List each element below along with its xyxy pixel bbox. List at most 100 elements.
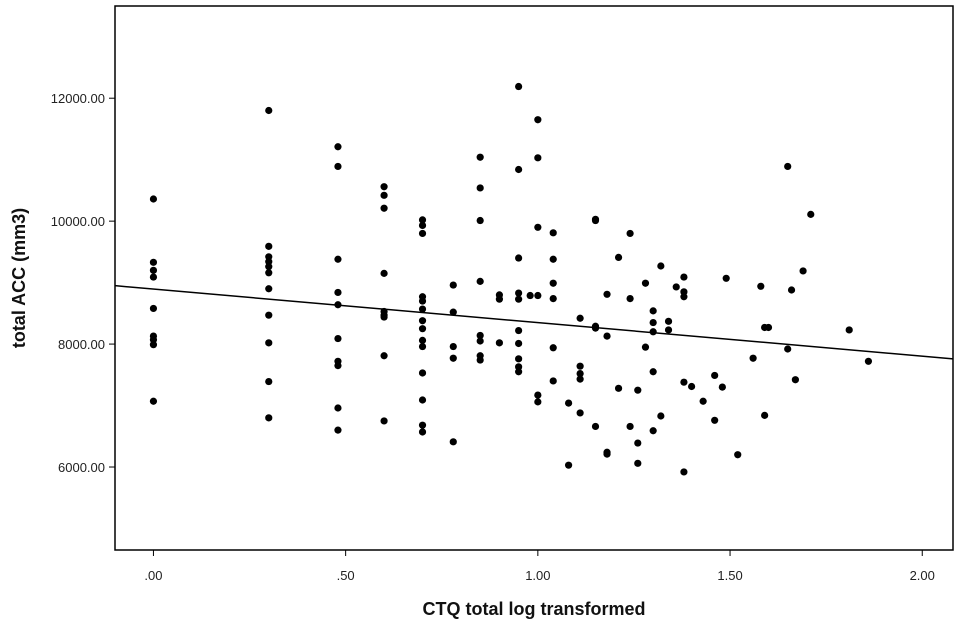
data-point <box>515 289 523 297</box>
data-point <box>380 191 388 199</box>
data-point <box>761 411 769 419</box>
data-point <box>641 343 650 351</box>
data-point <box>265 106 273 115</box>
data-point <box>649 307 657 315</box>
data-point <box>711 416 719 424</box>
data-point <box>534 154 542 162</box>
data-point <box>626 294 634 303</box>
x-axis-title: CTQ total log transformed <box>422 599 645 619</box>
data-point <box>791 376 799 384</box>
y-tick-label: 8000.00 <box>58 337 105 352</box>
data-point <box>265 285 273 293</box>
regression-line <box>114 284 954 360</box>
data-point <box>418 229 427 238</box>
data-point <box>476 277 484 285</box>
y-axis: 6000.00 8000.00 10000.00 12000.00 <box>51 91 115 475</box>
data-point <box>149 266 158 274</box>
data-point <box>380 183 388 191</box>
x-tick-label: .00 <box>144 568 162 583</box>
data-point <box>418 421 427 429</box>
data-point <box>864 357 873 365</box>
data-point <box>334 143 342 151</box>
data-point <box>734 451 742 459</box>
data-point <box>807 210 815 218</box>
data-point <box>476 337 484 345</box>
data-point <box>680 293 688 301</box>
data-point <box>334 334 342 343</box>
data-point <box>799 267 807 275</box>
data-point <box>149 258 158 266</box>
data-point <box>449 308 457 316</box>
data-point <box>149 304 158 313</box>
data-point <box>476 216 484 225</box>
data-point <box>380 269 388 277</box>
x-tick-label: 2.00 <box>910 568 935 583</box>
data-point <box>534 116 542 124</box>
data-point <box>149 341 158 349</box>
y-tick-label: 6000.00 <box>58 460 105 475</box>
data-point <box>515 339 523 348</box>
data-point <box>634 439 642 447</box>
data-point <box>534 291 542 300</box>
data-point <box>265 339 273 347</box>
data-point <box>672 283 680 291</box>
data-point <box>664 317 673 325</box>
data-point <box>149 397 158 405</box>
data-point <box>649 368 657 376</box>
data-points <box>149 82 873 476</box>
data-point <box>784 345 792 353</box>
x-axis: .00 .50 1.00 1.50 2.00 <box>144 550 935 583</box>
data-point <box>418 297 427 305</box>
data-point <box>449 342 457 351</box>
data-point <box>787 286 796 294</box>
data-point <box>526 291 534 300</box>
x-tick-label: 1.00 <box>525 568 550 583</box>
data-point <box>476 153 484 161</box>
data-point <box>549 255 557 263</box>
data-point <box>334 404 342 412</box>
data-point <box>265 414 273 422</box>
data-point <box>418 305 427 313</box>
data-point <box>515 295 523 303</box>
data-point <box>515 355 523 363</box>
data-point <box>680 378 688 386</box>
data-point <box>634 386 642 394</box>
data-point <box>626 229 634 238</box>
data-point <box>534 398 542 406</box>
data-point <box>495 339 504 347</box>
data-point <box>515 326 523 335</box>
data-point <box>614 253 623 262</box>
data-point <box>757 282 765 290</box>
data-point <box>641 279 650 287</box>
data-point <box>380 313 388 321</box>
data-point <box>664 326 673 334</box>
data-point <box>476 356 484 364</box>
data-point <box>380 204 388 212</box>
data-point <box>418 396 427 404</box>
data-point <box>722 274 730 282</box>
data-point <box>718 383 726 391</box>
data-point <box>680 273 688 281</box>
data-point <box>549 377 557 385</box>
data-point <box>418 336 427 344</box>
data-point <box>418 325 427 333</box>
data-point <box>603 450 611 458</box>
data-point <box>265 311 273 319</box>
data-point <box>591 422 600 431</box>
data-point <box>265 269 273 277</box>
data-point <box>576 362 584 370</box>
data-point <box>591 324 600 332</box>
data-point <box>649 318 657 327</box>
data-point <box>515 82 523 91</box>
data-point <box>515 254 523 262</box>
plot-frame <box>114 5 954 551</box>
data-point <box>495 295 504 303</box>
data-point <box>549 344 557 352</box>
data-point <box>549 279 557 287</box>
data-point <box>699 397 707 405</box>
data-point <box>515 165 523 174</box>
data-point <box>418 342 427 351</box>
data-point <box>149 273 158 281</box>
data-point <box>649 427 657 435</box>
